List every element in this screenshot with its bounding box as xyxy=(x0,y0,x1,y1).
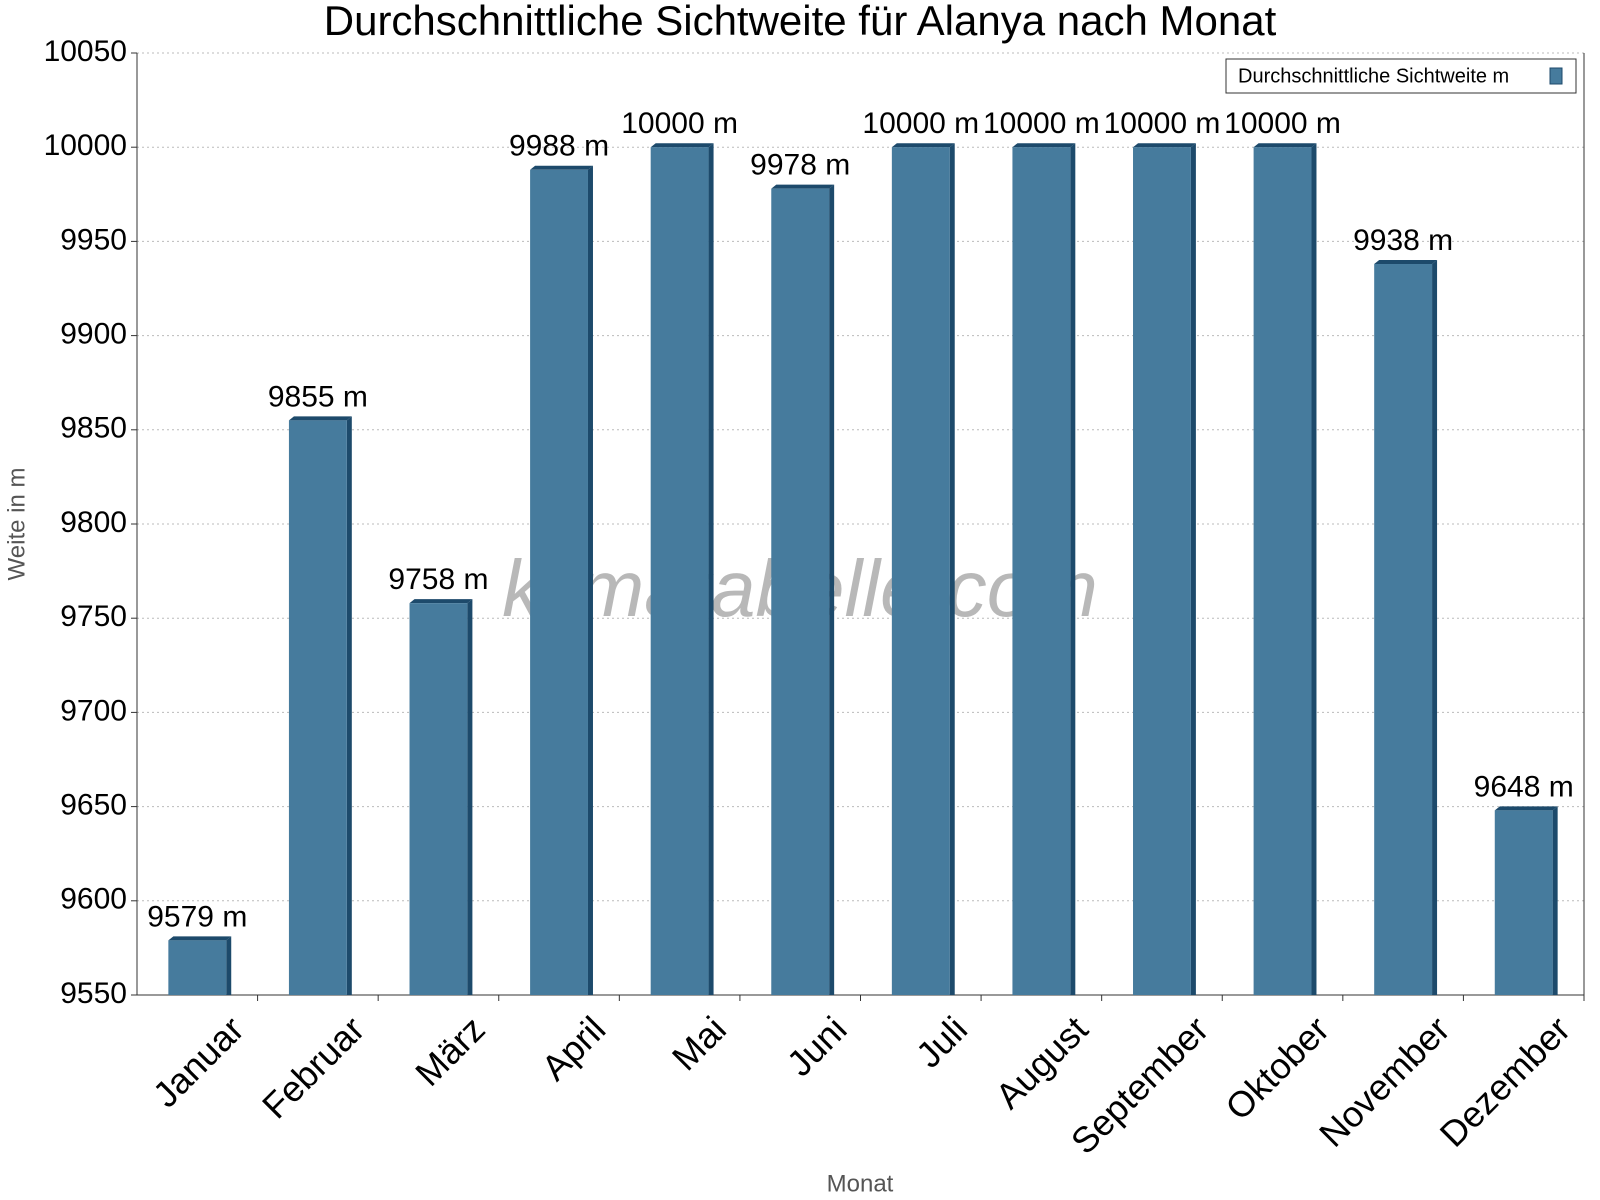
legend-swatch xyxy=(1549,67,1563,85)
bar-side xyxy=(1190,143,1196,995)
x-tick-label: März xyxy=(407,1008,493,1094)
bar xyxy=(1012,147,1071,995)
bar xyxy=(1494,810,1553,995)
bar-side xyxy=(949,143,955,995)
y-tick-label: 10000 xyxy=(44,129,127,162)
bar xyxy=(771,188,830,995)
bar-side xyxy=(467,599,473,995)
bar-top xyxy=(168,936,232,941)
value-label: 9648 m xyxy=(1474,770,1574,803)
y-axis-label: Weite in m xyxy=(3,468,30,581)
bar-top xyxy=(1253,143,1317,148)
bar-top xyxy=(1012,143,1076,148)
bar-side xyxy=(1311,143,1317,995)
y-tick-label: 9700 xyxy=(60,694,127,727)
y-tick-label: 9650 xyxy=(60,789,127,822)
bar-side xyxy=(346,416,352,995)
bar-side xyxy=(829,184,835,995)
bar-side xyxy=(1552,806,1558,995)
y-tick-label: 9600 xyxy=(60,883,127,916)
bar-side xyxy=(1070,143,1076,995)
bar-top xyxy=(650,143,714,148)
value-label: 10000 m xyxy=(1104,107,1221,140)
x-tick-label: Februar xyxy=(254,1008,372,1126)
y-tick-label: 10050 xyxy=(44,35,127,68)
legend-box xyxy=(1225,58,1577,94)
y-tick-label: 9900 xyxy=(60,318,127,351)
bar xyxy=(168,940,227,995)
value-label: 9938 m xyxy=(1353,224,1453,257)
x-tick-label: April xyxy=(533,1008,613,1088)
legend-label: Durchschnittliche Sichtweite m xyxy=(1238,65,1509,87)
bar-side xyxy=(587,165,593,996)
bar-side xyxy=(226,936,232,995)
bar-side xyxy=(708,143,714,995)
chart-title: Durchschnittliche Sichtweite für Alanya … xyxy=(324,0,1277,44)
bar-side xyxy=(1432,260,1438,995)
y-tick-label: 9800 xyxy=(60,506,127,539)
value-label: 10000 m xyxy=(983,107,1100,140)
value-label: 9855 m xyxy=(268,380,368,413)
bar-top xyxy=(1494,806,1558,811)
bar-top xyxy=(1374,260,1438,265)
bar xyxy=(891,147,950,995)
x-axis-label: Monat xyxy=(827,1170,894,1197)
bar xyxy=(1374,264,1433,995)
bar xyxy=(1133,147,1191,995)
value-label: 9988 m xyxy=(509,130,609,163)
bar-top xyxy=(891,143,955,148)
bar-top xyxy=(771,184,835,189)
value-label: 10000 m xyxy=(1224,107,1341,140)
bar xyxy=(409,603,468,995)
y-tick-label: 9850 xyxy=(60,412,127,445)
value-label: 10000 m xyxy=(621,107,738,140)
bar xyxy=(530,169,588,996)
x-tick-label: Januar xyxy=(145,1008,252,1115)
bar-top xyxy=(288,416,352,421)
x-tick-label: Oktober xyxy=(1217,1008,1337,1128)
y-tick-label: 9950 xyxy=(60,223,127,256)
bar xyxy=(1253,147,1312,995)
x-tick-label: Mai xyxy=(664,1008,734,1078)
y-tick-label: 9750 xyxy=(60,600,127,633)
value-label: 10000 m xyxy=(862,107,979,140)
bar xyxy=(288,420,347,995)
value-label: 9579 m xyxy=(147,900,247,933)
y-tick-label: 9550 xyxy=(60,977,127,1010)
x-tick-label: August xyxy=(987,1008,1095,1116)
x-tick-label: November xyxy=(1311,1008,1457,1154)
bar-top xyxy=(530,165,593,170)
x-tick-label: Dezember xyxy=(1432,1008,1578,1154)
bar-top xyxy=(1133,143,1196,148)
value-label: 9758 m xyxy=(388,563,488,596)
bar xyxy=(650,147,709,995)
value-label: 9978 m xyxy=(750,149,850,182)
x-tick-label: Juni xyxy=(779,1008,855,1084)
bar-top xyxy=(409,599,473,604)
x-tick-label: Juli xyxy=(908,1008,975,1075)
